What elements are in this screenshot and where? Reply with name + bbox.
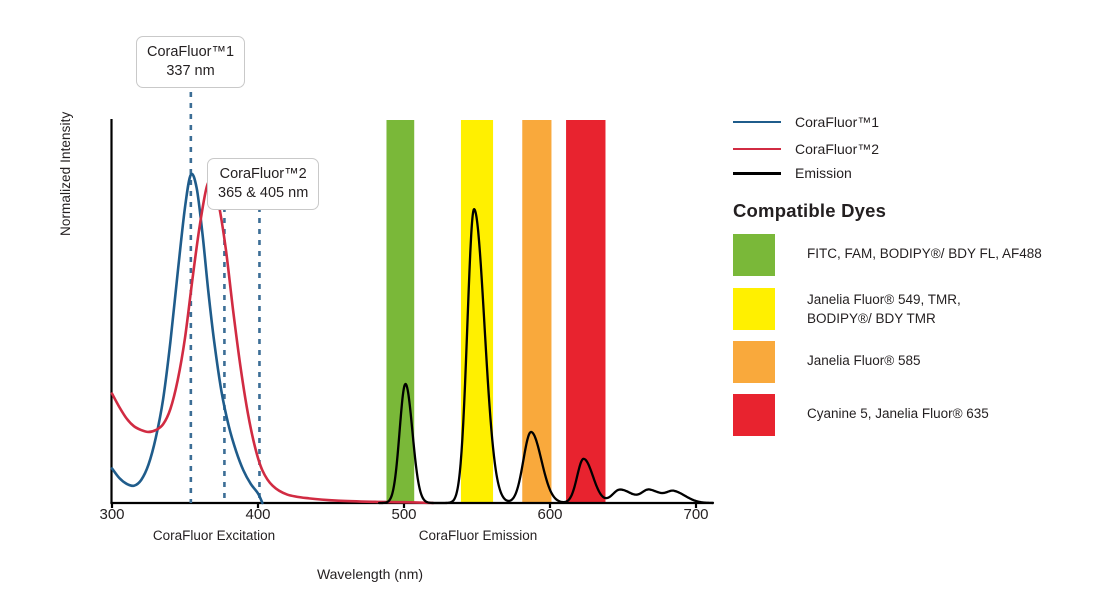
legend-label-emission: Emission (795, 165, 852, 181)
legend-label-corafluor2: CoraFluor™2 (795, 141, 880, 157)
dye-swatch-yellow (733, 288, 775, 330)
dye-label-green: FITC, FAM, BODIPY®/ BDY FL, AF488 (807, 234, 1042, 263)
dye-item-green: FITC, FAM, BODIPY®/ BDY FL, AF488 (733, 234, 1042, 276)
callout-corafluor1-value: 337 nm (166, 62, 215, 79)
dye-label-green-line1: FITC, FAM, BODIPY®/ BDY FL, AF488 (807, 246, 1042, 261)
dye-label-red: Cyanine 5, Janelia Fluor® 635 (807, 394, 989, 423)
x-tick-600: 600 (537, 506, 563, 523)
x-tick-500: 500 (391, 506, 417, 523)
compatible-dyes-heading: Compatible Dyes (733, 200, 887, 221)
chart-plot-area: Normalized Intensity 300 400 500 600 700… (58, 36, 715, 582)
dye-item-red: Cyanine 5, Janelia Fluor® 635 (733, 394, 989, 436)
dye-label-yellow-line1: Janelia Fluor® 549, TMR, (807, 292, 961, 307)
legend-item-emission: Emission (733, 165, 852, 181)
dye-item-orange: Janelia Fluor® 585 (733, 341, 921, 383)
dye-band-0 (386, 120, 415, 503)
callout-corafluor1-name: CoraFluor™1 (147, 44, 235, 60)
legend-line-corafluor1 (733, 121, 781, 123)
dye-band-3 (566, 120, 606, 503)
legend-item-corafluor2: CoraFluor™2 (733, 141, 879, 157)
excitation-curve-0 (110, 172, 264, 505)
x-tick-300: 300 (99, 506, 125, 523)
dye-label-yellow: Janelia Fluor® 549, TMR, BODIPY®/ BDY TM… (807, 288, 961, 328)
dye-band-1 (460, 120, 494, 503)
dye-label-orange-line1: Janelia Fluor® 585 (807, 353, 921, 368)
dye-swatch-red (733, 394, 775, 436)
callout-corafluor1: CoraFluor™1 337 nm (136, 36, 246, 89)
legend-label-corafluor1: CoraFluor™1 (795, 114, 880, 130)
callout-corafluor2-value: 365 & 405 nm (218, 184, 309, 201)
dye-label-orange: Janelia Fluor® 585 (807, 341, 921, 370)
legend-item-corafluor1: CoraFluor™1 (733, 114, 879, 130)
dye-item-yellow: Janelia Fluor® 549, TMR, BODIPY®/ BDY TM… (733, 288, 961, 330)
callout-corafluor2-name: CoraFluor™2 (219, 166, 307, 182)
emission-curve (378, 208, 715, 505)
legend-line-emission (733, 171, 781, 175)
excitation-curve-1 (110, 179, 435, 505)
x-tick-700: 700 (683, 506, 709, 523)
legend-panel: CoraFluor™1 CoraFluor™2 Emission Compati… (728, 0, 1110, 612)
dye-swatch-green (733, 234, 775, 276)
legend-line-corafluor2 (733, 148, 781, 150)
x-tick-400: 400 (245, 506, 271, 523)
x-axis-title: Wavelength (nm) (316, 566, 424, 582)
callout-corafluor2: CoraFluor™2 365 & 405 nm (207, 158, 320, 211)
dye-label-red-line1: Cyanine 5, Janelia Fluor® 635 (807, 406, 989, 421)
region-label-excitation: CoraFluor Excitation (152, 528, 276, 543)
dye-label-yellow-line2: BODIPY®/ BDY TMR (807, 311, 936, 327)
region-label-emission: CoraFluor Emission (418, 528, 538, 543)
dye-swatch-orange (733, 341, 775, 383)
